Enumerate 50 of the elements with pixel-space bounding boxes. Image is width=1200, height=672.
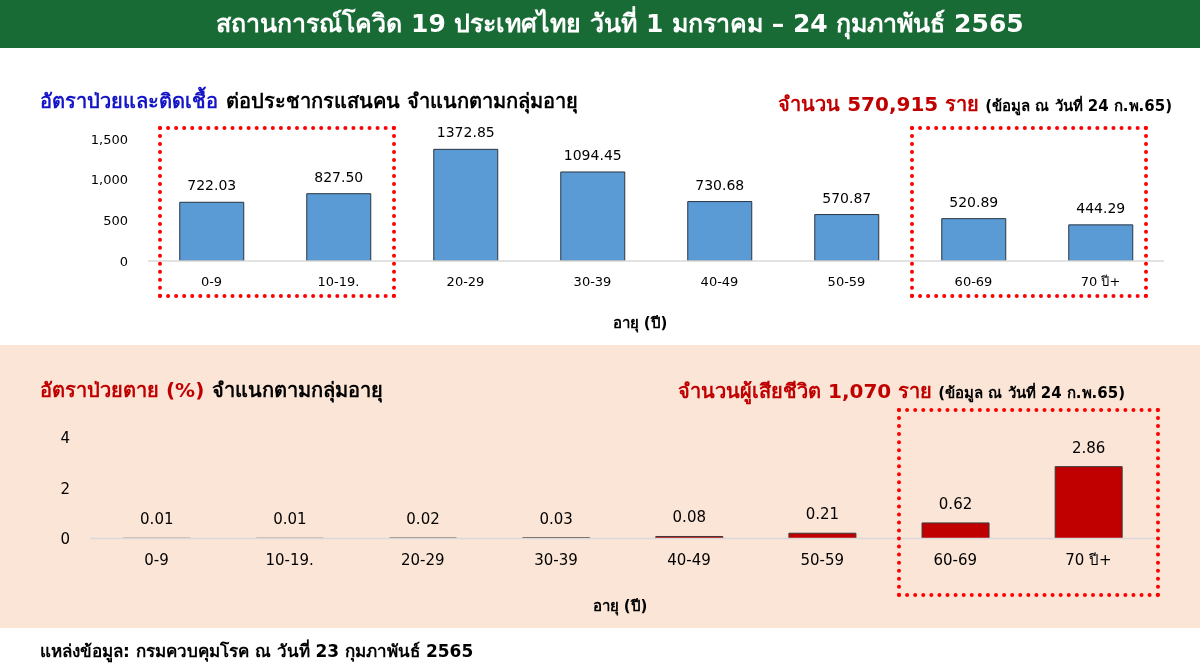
x-tick-label: 40-49 xyxy=(667,551,711,570)
y-tick-label: 4 xyxy=(60,429,70,448)
data-label: 0.02 xyxy=(406,510,440,528)
x-tick-label: 10-19. xyxy=(265,551,314,570)
x-tick-label: 60-69 xyxy=(954,274,993,290)
x-axis-title: อายุ (ปี) xyxy=(611,313,669,335)
chart-title: อัตราป่วยตาย (%) xyxy=(40,378,205,402)
data-label: 0.01 xyxy=(140,510,174,529)
text: สถานการณ์โควิด 19 ประเทศไทย วันที่ 1 มกราคม – 24 กุมภาพันธ์ 2565 xyxy=(0,0,1200,48)
data-label: 0.03 xyxy=(539,509,573,528)
data-label: 444.29 xyxy=(1076,199,1126,216)
x-tick-label: 40-49 xyxy=(700,274,739,290)
data-label: 0.01 xyxy=(273,510,307,529)
data-label: 730.68 xyxy=(695,176,745,193)
y-tick-label: 1,000 xyxy=(90,172,128,188)
chart-subtitle: จำแนกตามกลุ่มอายุ xyxy=(212,378,384,402)
data-label: 0.62 xyxy=(938,494,973,513)
x-tick-label: 20-29 xyxy=(401,551,445,570)
x-tick-label: 60-69 xyxy=(933,551,978,570)
data-label: 520.89 xyxy=(949,193,999,210)
data-label: 0.08 xyxy=(672,508,706,527)
data-label: 1094.45 xyxy=(563,146,622,163)
x-tick-label: 30-39 xyxy=(573,274,612,290)
text: (ข้อมูล ณ วันที่ 24 ก.พ.65) xyxy=(985,94,1172,118)
data-label: 0.21 xyxy=(805,505,840,524)
x-tick-label: 50-59 xyxy=(800,551,844,570)
data-label: 1372.85 xyxy=(436,124,495,141)
y-tick-label: 500 xyxy=(103,212,128,228)
x-tick-label: 0-9 xyxy=(144,551,169,570)
x-tick-label: 0-9 xyxy=(200,274,223,290)
data-label: 827.50 xyxy=(314,168,364,185)
text: จำนวนผู้เสียชีวิต 1,070 ราย xyxy=(678,378,933,407)
y-tick-label: 2 xyxy=(60,479,70,498)
chart-subtitle: ต่อประชากรแสนคน จำแนกตามกลุ่มอายุ xyxy=(226,89,578,113)
x-tick-label: 50-59 xyxy=(827,274,866,290)
x-tick-label: 70 ปี+ xyxy=(1080,274,1121,290)
y-tick-label: 1,500 xyxy=(90,131,128,147)
x-tick-label: 30-39 xyxy=(534,551,578,570)
x-axis-title: อายุ (ปี) xyxy=(591,596,649,618)
y-tick-label: 0 xyxy=(60,529,70,548)
text: จำนวน 570,915 ราย xyxy=(778,91,980,118)
x-tick-label: 20-29 xyxy=(446,274,485,290)
data-label: 570.87 xyxy=(822,189,872,206)
text: แหล่งข้อมูล: กรมควบคุมโรค ณ วันที่ 23 กุมภาพันธ์ 2565 xyxy=(40,638,474,664)
x-tick-label: 10-19. xyxy=(317,274,360,290)
y-tick-label: 0 xyxy=(119,253,128,269)
data-label: 2.86 xyxy=(1071,438,1106,457)
data-label: 722.03 xyxy=(187,177,237,194)
text: (ข้อมูล ณ วันที่ 24 ก.พ.65) xyxy=(938,381,1125,405)
x-tick-label: 70 ปี+ xyxy=(1065,551,1112,570)
